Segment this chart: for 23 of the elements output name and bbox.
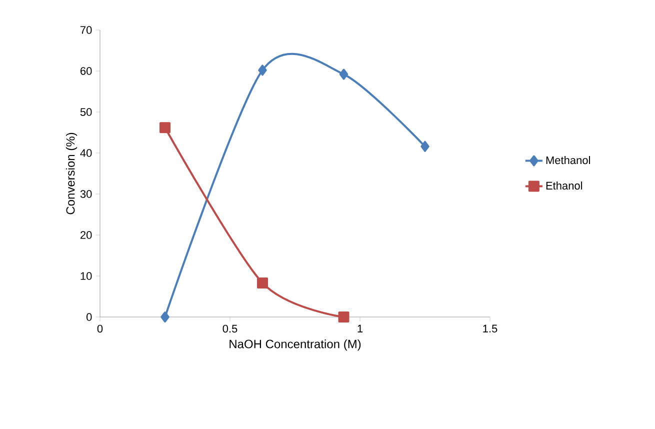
y-tick-label: 50 [80, 108, 92, 116]
point [420, 140, 430, 152]
y-axis-title: Conversion (%) [66, 132, 78, 214]
y-tick-label: 20 [80, 231, 92, 239]
y-tick-label: 10 [80, 272, 92, 280]
y-tick-label: 60 [80, 67, 92, 75]
point [160, 312, 170, 322]
x-tick-label: 0.5 [222, 324, 238, 333]
x-tick-label: 1 [358, 324, 363, 332]
point [257, 277, 268, 288]
x-tick-label: 1.5 [483, 324, 498, 332]
legend-label: Ethanol [546, 182, 582, 190]
x-tick-label: 0 [97, 324, 103, 333]
y-tick-label: 30 [80, 190, 92, 198]
x-axis-title: NaOH Concentration (M) [230, 339, 361, 351]
legend-label: Methanol [546, 156, 590, 164]
point [338, 312, 350, 322]
point [339, 68, 348, 80]
y-tick-label: 0 [86, 313, 92, 321]
y-tick-label: 70 [80, 26, 92, 34]
y-tick-label: 40 [80, 149, 92, 157]
point [160, 122, 171, 134]
point [258, 64, 267, 76]
